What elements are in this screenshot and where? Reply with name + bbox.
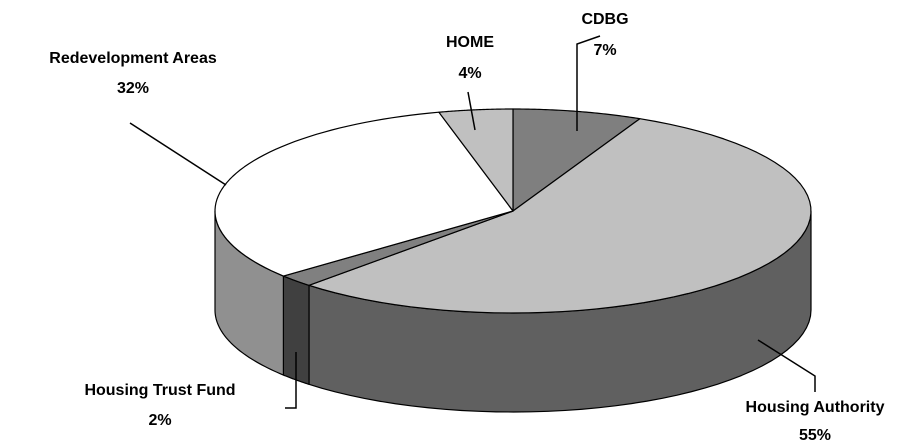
leader-line-redevelopment-areas (130, 123, 226, 185)
slice-label-home: HOME (446, 34, 494, 51)
slice-label-cdbg: CDBG (581, 11, 628, 28)
slice-value-home: 4% (458, 65, 481, 82)
slice-value-cdbg: 7% (593, 42, 616, 59)
slice-label-housing-trust-fund: Housing Trust Fund (84, 382, 235, 399)
slice-label-redevelopment-areas: Redevelopment Areas (49, 50, 217, 67)
slice-value-housing-trust-fund: 2% (148, 412, 171, 429)
pie-tops (215, 109, 811, 313)
slice-label-housing-authority: Housing Authority (746, 399, 885, 416)
slice-value-housing-authority: 55% (799, 427, 831, 444)
slice-value-redevelopment-areas: 32% (117, 80, 149, 97)
